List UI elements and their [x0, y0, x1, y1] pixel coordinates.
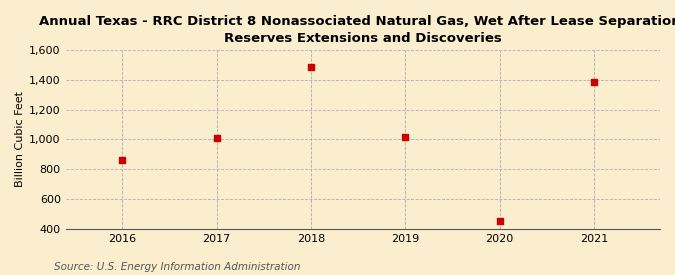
Point: [400, 135, 410, 139]
Point: [494, 219, 505, 223]
Text: Source: U.S. Energy Information Administration: Source: U.S. Energy Information Administ…: [54, 262, 300, 272]
Point: [306, 64, 317, 69]
Point: [117, 158, 128, 163]
Title: Annual Texas - RRC District 8 Nonassociated Natural Gas, Wet After Lease Separat: Annual Texas - RRC District 8 Nonassocia…: [39, 15, 675, 45]
Point: [211, 136, 222, 140]
Y-axis label: Billion Cubic Feet: Billion Cubic Feet: [15, 92, 25, 188]
Point: [589, 79, 599, 84]
